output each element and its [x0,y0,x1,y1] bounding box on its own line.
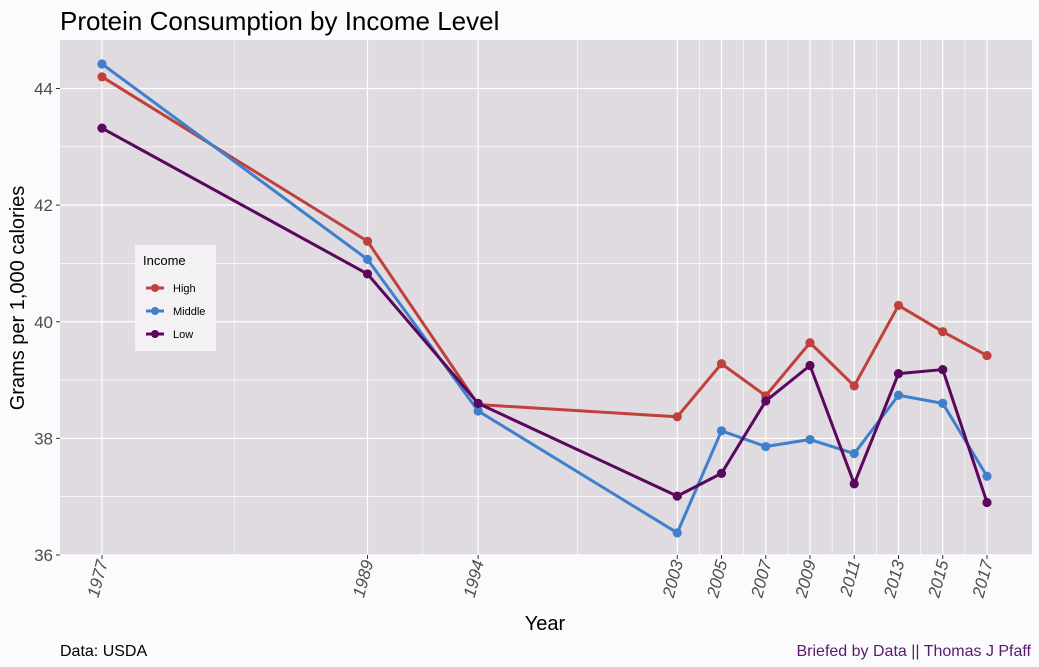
y-tick-label: 44 [34,80,53,99]
legend-label: High [173,283,196,295]
source-caption: Data: USDA [60,643,147,660]
data-point-low [716,468,727,478]
data-point-low [97,123,107,133]
x-axis-title: Year [525,613,566,635]
data-point-middle [473,406,483,416]
data-point-middle [716,426,727,436]
data-point-high [672,412,682,422]
legend-label: Low [173,329,193,341]
legend-item-low: Low [146,329,193,341]
data-point-middle [982,471,992,481]
y-axis-ticks: 36 38 40 42 44 [34,80,60,565]
data-point-low [805,360,815,371]
data-point-low [849,479,859,489]
legend-key-point [151,330,159,338]
y-tick-label: 40 [34,313,53,332]
data-point-low [473,398,483,408]
data-point-low [672,491,682,501]
data-point-high [805,338,815,348]
data-point-high [362,236,373,246]
data-point-high [716,359,727,369]
data-point-low [362,269,373,279]
data-point-middle [893,390,904,400]
data-point-low [938,364,948,375]
data-point-middle [672,528,682,538]
legend-item-middle: Middle [146,306,205,318]
data-point-middle [97,59,107,69]
gridlines [60,40,1032,556]
data-point-low [893,369,904,379]
data-point-high [893,300,904,311]
legend-key-point [151,284,159,292]
chart-title: Protein Consumption by Income Level [60,6,499,36]
data-point-middle [805,434,815,445]
series-layer [97,59,992,538]
legend-label: Middle [173,306,205,318]
data-point-low [761,396,771,406]
legend-key-point [151,307,159,315]
data-point-middle [938,398,948,408]
y-tick-label: 38 [34,429,53,448]
data-point-middle [849,448,859,459]
credit-caption: Briefed by Data || Thomas J Pfaff [797,643,1032,660]
plot-panel [60,40,1032,555]
y-tick-label: 42 [34,196,53,215]
y-tick-label: 36 [34,546,53,565]
legend-item-high: High [146,283,196,295]
data-point-high [97,72,107,82]
series-low [97,123,992,508]
data-point-middle [761,441,771,452]
data-point-high [849,381,859,391]
data-point-low [982,497,992,508]
y-axis-title: Grams per 1,000 calories [7,186,29,411]
data-point-high [982,350,992,361]
data-point-high [938,327,948,337]
legend: Income High Middle Low [135,245,216,351]
data-point-middle [362,254,373,264]
legend-title: Income [143,253,186,268]
